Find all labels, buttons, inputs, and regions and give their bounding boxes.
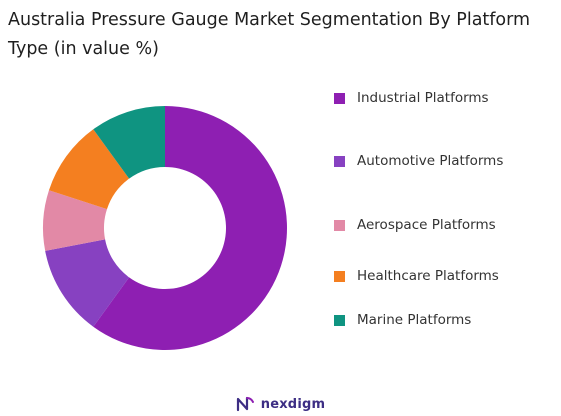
pie-slice-marine-platforms [93,106,165,179]
legend-label: Marine Platforms [357,312,472,328]
legend-item-automotive-platforms: Automotive Platforms [334,151,503,171]
pie-slice-healthcare-platforms [48,129,130,210]
legend-swatch [334,219,345,231]
legend-item-healthcare-platforms: Healthcare Platforms [334,266,499,286]
brand-name: nexdigm [260,396,326,412]
legend-item-aerospace-platforms: Aerospace Platforms [334,215,496,235]
pie-slice-aerospace-platforms [42,190,107,251]
legend-item-industrial-platforms: Industrial Platforms [334,88,489,108]
legend-label: Industrial Platforms [357,90,489,106]
pie-slice-automotive-platforms [45,239,130,327]
pie-slice-industrial-platforms [93,106,288,350]
legend-item-marine-platforms: Marine Platforms [334,310,471,330]
legend-label: Aerospace Platforms [357,217,496,233]
nexdigm-logo-icon [236,396,254,412]
legend-swatch [334,92,345,104]
legend-swatch [334,270,345,282]
chart-title: Australia Pressure Gauge Market Segmenta… [8,10,531,59]
brand-footer: nexdigm [0,394,561,414]
legend-label: Automotive Platforms [357,153,504,169]
chart-legend: Industrial Platforms Automotive Platforms… [334,88,559,340]
legend-swatch [334,314,345,326]
legend-label: Healthcare Platforms [357,268,499,284]
legend-swatch [334,155,345,167]
